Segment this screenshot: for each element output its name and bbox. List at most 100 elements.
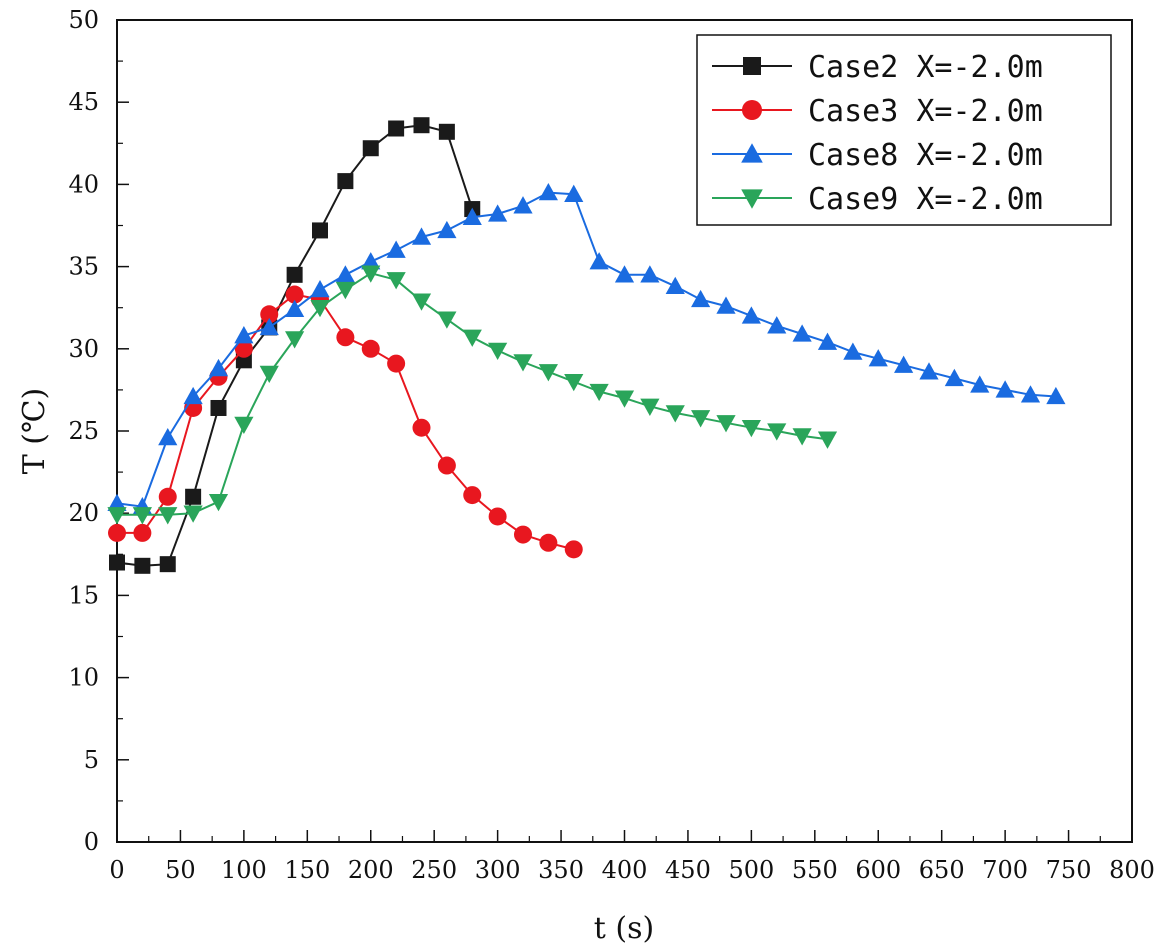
series-group xyxy=(107,183,1066,515)
data-point xyxy=(513,354,533,372)
series-layer xyxy=(107,117,1066,574)
data-point xyxy=(437,220,457,239)
data-point xyxy=(183,386,203,405)
legend-label: Case2 X=-2.0m xyxy=(808,50,1043,85)
x-tick-label: 250 xyxy=(411,856,457,884)
data-point xyxy=(411,227,432,245)
data-point xyxy=(564,374,584,392)
series-group xyxy=(108,285,583,559)
x-tick-label: 500 xyxy=(728,856,774,884)
data-point xyxy=(1020,385,1041,403)
data-point xyxy=(285,331,305,349)
data-point xyxy=(488,204,508,222)
data-point xyxy=(260,305,279,324)
data-point xyxy=(514,525,532,544)
x-tick-label: 50 xyxy=(165,856,196,884)
data-point xyxy=(944,368,964,387)
data-point xyxy=(743,57,761,75)
data-point xyxy=(387,354,406,373)
data-point xyxy=(285,285,304,304)
data-point xyxy=(183,505,203,523)
data-point xyxy=(742,100,762,120)
data-point xyxy=(259,317,279,336)
data-point xyxy=(614,265,635,283)
data-point xyxy=(691,410,711,428)
data-point xyxy=(995,380,1015,398)
data-point xyxy=(312,222,328,239)
y-tick-label: 20 xyxy=(68,499,99,527)
legend-label: Case3 X=-2.0m xyxy=(808,94,1043,129)
data-point xyxy=(767,316,787,334)
data-point xyxy=(589,383,609,402)
data-point xyxy=(185,488,202,505)
data-point xyxy=(691,289,711,308)
data-point xyxy=(337,173,354,190)
data-point xyxy=(538,183,558,201)
data-point xyxy=(589,252,609,270)
data-point xyxy=(210,399,227,416)
data-point xyxy=(564,184,584,202)
x-tick-label: 600 xyxy=(855,856,901,884)
data-point xyxy=(107,493,127,512)
data-point xyxy=(234,416,254,435)
data-point xyxy=(388,120,405,137)
data-point xyxy=(716,415,736,433)
x-tick-label: 400 xyxy=(602,856,648,884)
data-point xyxy=(362,140,379,157)
data-point xyxy=(488,507,507,526)
y-tick-label: 15 xyxy=(68,581,99,609)
data-point xyxy=(539,533,558,552)
x-tick-label: 350 xyxy=(538,856,584,884)
x-tick-label: 550 xyxy=(792,856,838,884)
data-point xyxy=(437,311,457,329)
series-group xyxy=(107,265,838,525)
y-tick-label: 50 xyxy=(68,6,99,34)
data-point xyxy=(109,554,125,571)
data-point xyxy=(665,405,685,423)
data-point xyxy=(919,362,939,380)
y-tick-label: 45 xyxy=(68,88,99,116)
data-point xyxy=(310,300,330,318)
x-tick-label: 800 xyxy=(1109,856,1155,884)
data-point xyxy=(361,252,381,270)
x-tick-label: 650 xyxy=(919,856,965,884)
data-point xyxy=(462,207,482,225)
x-tick-label: 150 xyxy=(284,856,330,884)
data-point xyxy=(513,196,533,214)
data-point xyxy=(286,266,303,283)
data-point xyxy=(159,556,176,573)
x-tick-label: 450 xyxy=(665,856,711,884)
data-point xyxy=(386,240,406,258)
data-point xyxy=(970,375,990,393)
data-point xyxy=(234,339,253,358)
data-point xyxy=(386,272,406,290)
data-point xyxy=(817,332,838,350)
x-tick-label: 200 xyxy=(348,856,394,884)
data-point xyxy=(640,265,660,283)
data-point xyxy=(234,326,254,344)
y-tick-label: 35 xyxy=(68,253,99,281)
data-point xyxy=(843,342,863,360)
data-point xyxy=(107,507,127,525)
x-tick-label: 0 xyxy=(109,856,124,884)
data-point xyxy=(134,557,151,574)
data-point xyxy=(158,427,178,446)
data-point xyxy=(1046,386,1066,405)
y-tick-label: 5 xyxy=(84,746,99,774)
data-point xyxy=(336,328,355,347)
data-point xyxy=(158,507,178,525)
data-point xyxy=(361,265,381,283)
data-point xyxy=(437,456,456,475)
data-point xyxy=(741,420,761,438)
data-point xyxy=(614,390,635,408)
data-point xyxy=(741,189,763,209)
data-point xyxy=(361,339,380,358)
data-point xyxy=(208,358,229,377)
data-point xyxy=(335,281,355,300)
data-point xyxy=(438,123,455,140)
y-tick-label: 0 xyxy=(84,828,99,856)
y-axis-title: T (℃) xyxy=(17,388,52,475)
data-point xyxy=(158,487,177,506)
data-point xyxy=(412,418,431,437)
